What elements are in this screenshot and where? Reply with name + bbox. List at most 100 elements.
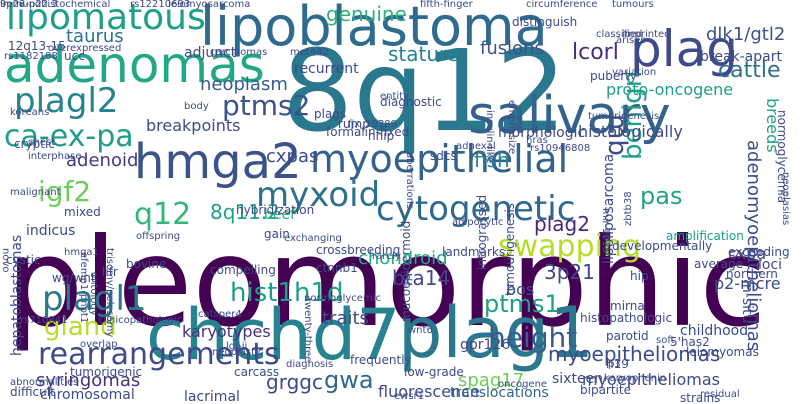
word-exchanging: exchanging [284, 233, 342, 244]
word-cytogenetic: cytogenetic [376, 189, 576, 229]
word-rs710841: rs710841 [20, 315, 68, 326]
word-compelling: compelling [210, 263, 276, 277]
word-arises: arises [616, 35, 646, 46]
word-intrograssed: intrograssed [475, 194, 489, 270]
word-puberty: puberty [590, 69, 637, 83]
word-stature: stature [388, 42, 460, 66]
word-cxpas: cxpas [266, 146, 319, 167]
word-plag2: plag2 [534, 212, 590, 236]
word-sdcs: sdcs [430, 149, 457, 163]
word-chest: chest [28, 137, 56, 148]
word-imprinted: imprinted [622, 29, 671, 40]
word-plag: plag [630, 20, 739, 78]
word-chondroid: chondroid [358, 248, 448, 269]
word-pas: pas [640, 182, 683, 210]
word-histopathologic: histopathologic [580, 311, 673, 325]
word-adipocytic: adipocytic [452, 217, 504, 228]
word-bos: bos [506, 280, 535, 299]
word-fifth-finger: fifth-finger [420, 0, 473, 10]
word-p3: p3 [608, 359, 621, 370]
word-8q11-2: 8q11.2 [210, 200, 280, 224]
word-myoepithelial: myoepithelial [310, 137, 569, 181]
word-beef: beef [264, 207, 296, 223]
word-plagl2: plagl2 [14, 81, 119, 121]
word-tumours: tumours [612, 0, 654, 10]
word-rarely: rarely [372, 251, 401, 262]
word-swapping: swapping [498, 229, 642, 264]
word-aberrations: aberrations [404, 152, 415, 210]
word-parotid: parotid [606, 329, 649, 343]
word-pleomorphic: pleomorphic [6, 212, 767, 354]
word-ontology: ontology [88, 272, 99, 316]
word-hhip: hhip [368, 129, 395, 143]
word-developmentally: developmentally [612, 239, 713, 253]
word-immunohistochemical: immunohistochemical [0, 0, 111, 10]
word-mirna: mirna [610, 299, 645, 313]
word-bipartite: bipartite [580, 383, 631, 397]
word-interphase: interphase [28, 151, 82, 162]
word-karyophenin: karyophenin [604, 373, 667, 384]
word-5-has2: 5'has2 [670, 335, 710, 349]
word-loci: loci [758, 257, 783, 273]
word-neoplastic: neoplastic [212, 347, 264, 358]
word-ptms2: ptms2 [222, 89, 311, 122]
word-mucoepidermoid: mucoepidermoid [399, 220, 413, 322]
word-cattle: cattle [718, 58, 781, 83]
word-grggc: grggc [266, 370, 323, 394]
word-clinicopathologic: clinicopathologic [98, 315, 183, 326]
word-diagnostic: diagnostic [380, 95, 442, 109]
word-hras: hras [526, 135, 548, 146]
word-difficult: difficult [10, 385, 55, 399]
word-rs10946808: rs10946808 [530, 143, 591, 154]
word-traits: traits [322, 308, 369, 329]
word-fjx-29289: fjx_29289 [348, 119, 398, 130]
word-plag1: plag1 [398, 292, 594, 374]
word-lacrimal: lacrimal [184, 389, 240, 404]
word-lgf-ii: lgf-ii [226, 341, 248, 352]
word-chchd7: chchd7 [146, 294, 401, 376]
word-frequently: frequently [350, 353, 412, 367]
word-mixed: mixed [64, 205, 101, 219]
word-hybridization: hybridization [236, 203, 315, 217]
word-adnexal: adnexal [456, 141, 496, 152]
word-ctnnb1: ctnnb1 [316, 261, 358, 275]
word-dlk1-gtl2: dlk1/gtl2 [706, 24, 786, 45]
word-childhood: childhood [680, 323, 749, 339]
word-h19: h19 [606, 357, 629, 371]
word-rs12210693: rs12210693 [130, 0, 191, 10]
word-abnormalities: abnormalities [10, 377, 79, 388]
word-recurrent: recurrent [294, 61, 359, 77]
word-exceeding: exceeding [728, 245, 790, 259]
word-hip: hip [630, 269, 649, 283]
word-leiomyomas: leiomyomas [686, 345, 759, 359]
word-diagnosis: diagnosis [286, 359, 334, 370]
word-cryptic: cryptic [14, 137, 55, 151]
word-break-apart: break-apart [700, 49, 782, 65]
word-hist1h1d: hist1h1d [230, 278, 344, 308]
word-myoepitheliomas: myoepitheliomas [548, 342, 721, 366]
word-lifr: lifr [102, 265, 118, 279]
word-strains: strains [680, 391, 721, 404]
word-circumference: circumference [526, 0, 598, 10]
word-fusions: fusions [480, 38, 544, 59]
word-normoglycemic: normoglycemic [304, 293, 381, 304]
word-offspring: offspring [136, 231, 181, 242]
word-leiomyosarcoma: leiomyosarcoma [168, 0, 251, 10]
word-ca-ex-pa: ca-ex-pa [4, 119, 134, 154]
word-soft: soft [656, 335, 675, 346]
word-rearrangements: rearrangements [38, 337, 280, 372]
word-ptms1: ptms1 [484, 290, 560, 318]
word-translocations: translocations [450, 385, 549, 401]
word-met442: met442 [290, 47, 329, 58]
word-sixteen: sixteen [552, 371, 604, 387]
word-neoplasm: neoplasm [200, 74, 288, 95]
word-mir-101a: mir-101a [600, 208, 611, 253]
word-9p23-p22-3: 9p23-p22.3 [0, 0, 58, 10]
word-spag17: spag17 [458, 370, 525, 391]
word-wnt6: wnt6 [408, 325, 433, 336]
word-p2-mcre: p2-mcre [714, 274, 781, 293]
word-genuine: genuine [326, 2, 407, 26]
word-ewsr1: ewsr1 [394, 391, 425, 402]
word-tumourigenesis: tumourigenesis [503, 202, 517, 296]
word-histologically: histologically [578, 122, 683, 141]
